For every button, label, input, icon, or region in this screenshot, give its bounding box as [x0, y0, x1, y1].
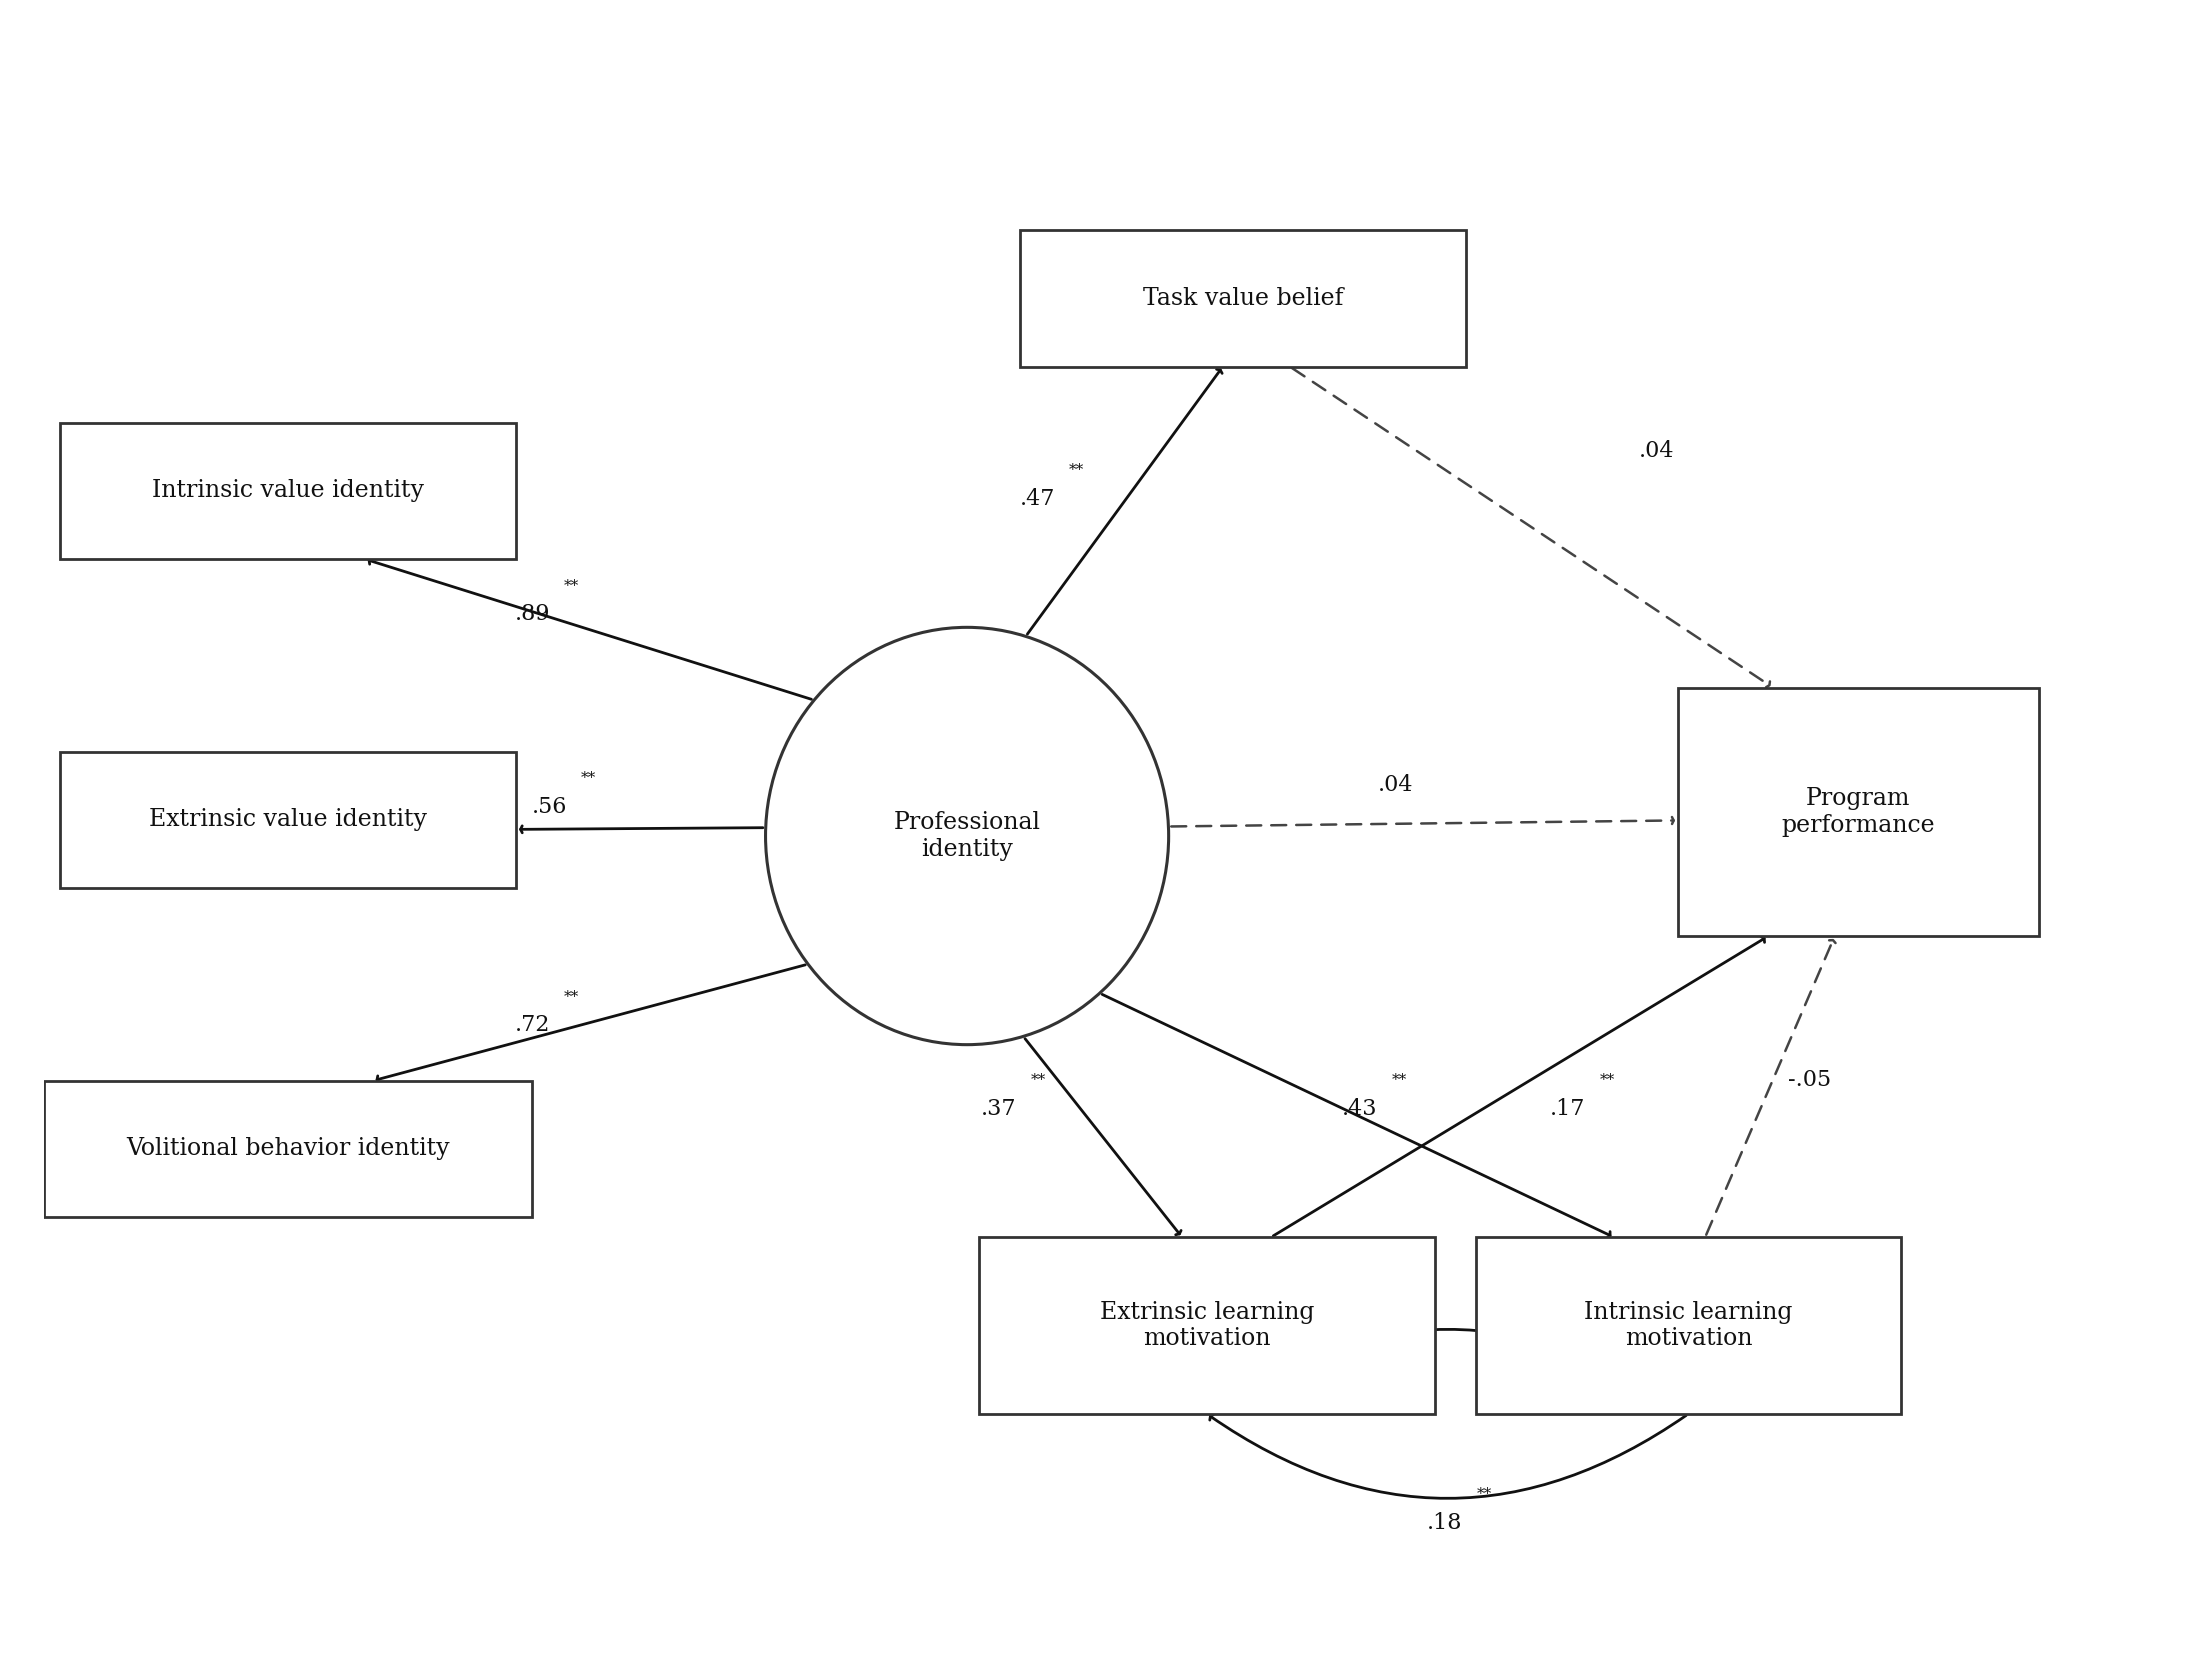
Text: .56: .56: [530, 796, 566, 818]
FancyBboxPatch shape: [1021, 231, 1465, 366]
Text: **: **: [564, 990, 579, 1003]
Text: .89: .89: [515, 604, 550, 625]
FancyBboxPatch shape: [60, 423, 517, 558]
Text: **: **: [1392, 1073, 1408, 1087]
Text: .43: .43: [1341, 1099, 1377, 1120]
Text: Intrinsic value identity: Intrinsic value identity: [152, 480, 424, 502]
Text: **: **: [564, 579, 579, 592]
Text: .17: .17: [1549, 1099, 1585, 1120]
FancyBboxPatch shape: [1677, 687, 2038, 936]
Text: **: **: [1070, 463, 1085, 477]
FancyBboxPatch shape: [44, 1080, 533, 1217]
Text: .04: .04: [1640, 440, 1675, 461]
Text: Task value belief: Task value belief: [1143, 288, 1344, 309]
Text: Program
performance: Program performance: [1781, 788, 1936, 836]
Text: Professional
identity: Professional identity: [893, 811, 1041, 861]
Text: **: **: [581, 771, 597, 786]
Text: .37: .37: [981, 1099, 1017, 1120]
Text: Extrinsic learning
motivation: Extrinsic learning motivation: [1101, 1301, 1315, 1351]
Text: Volitional behavior identity: Volitional behavior identity: [126, 1137, 451, 1160]
Text: .18: .18: [1428, 1511, 1463, 1533]
FancyBboxPatch shape: [979, 1237, 1434, 1415]
FancyBboxPatch shape: [60, 752, 517, 888]
Text: .47: .47: [1019, 488, 1054, 510]
Text: Extrinsic value identity: Extrinsic value identity: [150, 809, 427, 831]
Text: **: **: [1476, 1486, 1492, 1501]
FancyBboxPatch shape: [1476, 1237, 1901, 1415]
Text: **: **: [1030, 1073, 1045, 1087]
Text: -.05: -.05: [1788, 1068, 1830, 1090]
Text: **: **: [1600, 1073, 1616, 1087]
Text: .72: .72: [515, 1015, 550, 1037]
Text: Intrinsic learning
motivation: Intrinsic learning motivation: [1585, 1301, 1792, 1351]
Text: .04: .04: [1377, 774, 1414, 796]
Ellipse shape: [765, 627, 1169, 1045]
